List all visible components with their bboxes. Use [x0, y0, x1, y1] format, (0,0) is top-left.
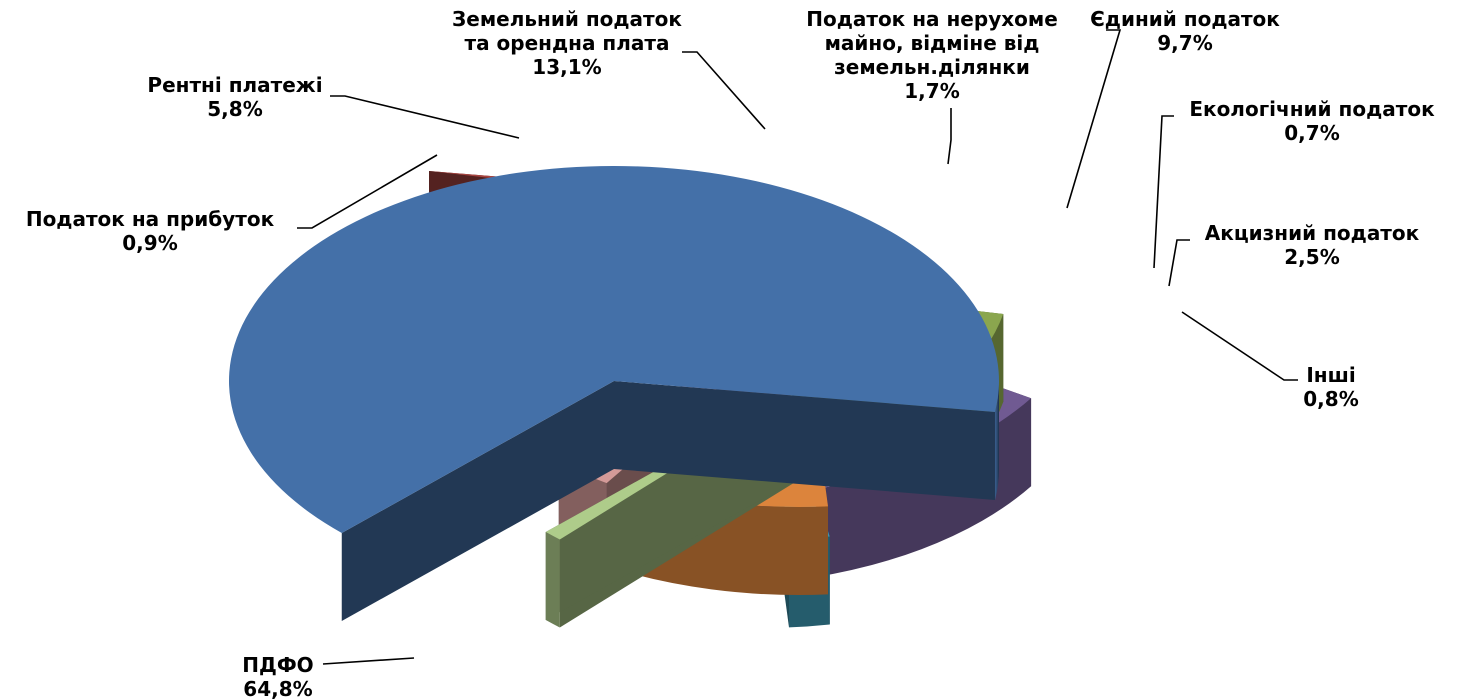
leader-lines [297, 29, 1298, 665]
slice-rim [994, 381, 999, 500]
slice-label: ПДФО 64,8% [242, 653, 313, 699]
slice-name-label: Екологічний податок [1189, 97, 1435, 121]
slice-label: Екологічний податок 0,7% [1189, 97, 1435, 145]
slice-value-label: 9,7% [1157, 31, 1212, 55]
slice-label: Акцизний податок 2,5% [1205, 221, 1420, 269]
slice-label: Податок на нерухоме майно, відміне від зем… [806, 7, 1058, 103]
slice-name-label: Акцизний податок [1205, 221, 1420, 245]
leader-line [322, 657, 415, 665]
slice-name-label: Податок на прибуток [26, 207, 275, 231]
leader-line [330, 95, 520, 139]
slice-name-label: Земельний податок [452, 7, 682, 31]
slice-top [229, 166, 1000, 534]
slice-wall [341, 381, 614, 622]
slice-label: Єдиний податок 9,7% [1090, 7, 1280, 55]
slice-value-label: 0,9% [122, 231, 177, 255]
leader-line [1066, 29, 1122, 209]
slice-value-label: 0,8% [1303, 387, 1358, 411]
leader-line [1168, 239, 1190, 287]
slice-name-label: Інші [1306, 363, 1355, 387]
leader-line [1153, 115, 1174, 269]
slice-rim [545, 532, 560, 628]
slice-value-label: 2,5% [1284, 245, 1339, 269]
slice-name-label: земельн.ділянки [834, 55, 1030, 79]
slice-label: Земельний податок та орендна плата 13,1% [452, 7, 682, 79]
slice-value-label: 13,1% [532, 55, 601, 79]
pie-slice [229, 166, 1000, 622]
labels-layer: ПДФО 64,8% Податок на прибуток 0,9% Рентні п… [26, 7, 1435, 699]
slice-value-label: 0,7% [1284, 121, 1339, 145]
slice-wall [614, 381, 995, 500]
slices-layer [229, 166, 1032, 628]
slice-value-label: 5,8% [207, 97, 262, 121]
slice-value-label: 64,8% [243, 677, 312, 699]
leader-line [682, 51, 766, 130]
leader-line [947, 108, 952, 165]
leader-line [1181, 311, 1298, 381]
slice-name-label: Податок на нерухоме [806, 7, 1058, 31]
slice-name-label: та орендна плата [465, 31, 670, 55]
slice-label: Податок на прибуток 0,9% [26, 207, 275, 255]
slice-label: Рентні платежі 5,8% [147, 73, 322, 121]
leader-line [297, 154, 438, 229]
slice-name-label: ПДФО [242, 653, 313, 677]
slice-label: Інші 0,8% [1303, 363, 1358, 411]
slice-name-label: майно, відміне від [825, 31, 1040, 55]
slice-value-label: 1,7% [904, 79, 959, 103]
slice-name-label: Рентні платежі [147, 73, 322, 97]
slice-name-label: Єдиний податок [1090, 7, 1280, 31]
